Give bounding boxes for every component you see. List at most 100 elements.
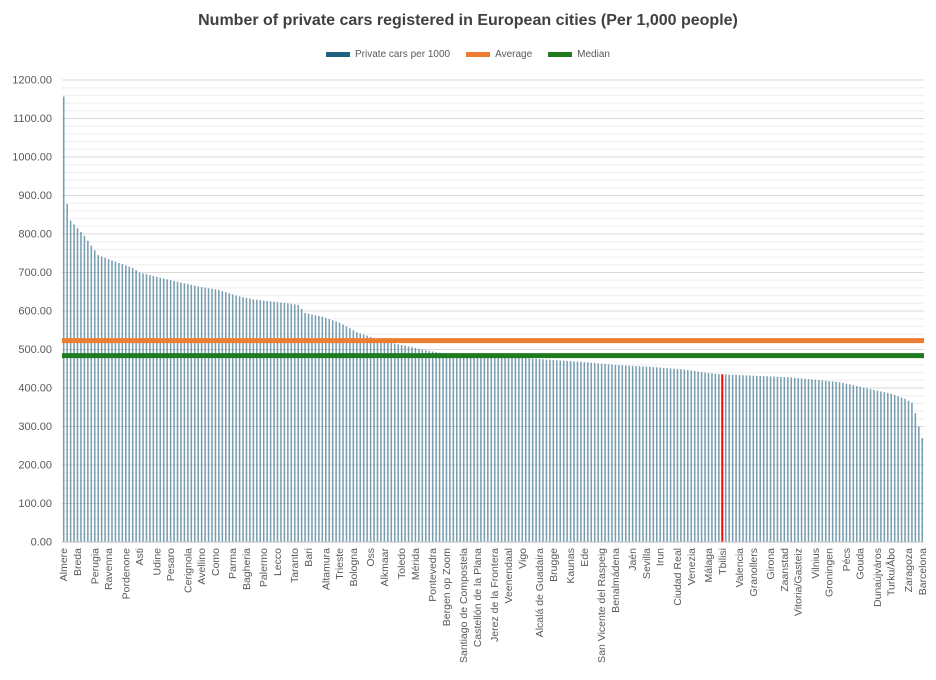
bar	[231, 294, 234, 542]
x-tick-label: Jerez de la Frontera	[489, 548, 501, 642]
x-tick-label: Alkmaar	[379, 548, 391, 587]
bar	[700, 371, 703, 542]
bar	[438, 352, 441, 542]
bar	[711, 373, 713, 542]
bar	[176, 281, 179, 542]
x-tick-label: Sevilla	[641, 548, 653, 579]
bar	[397, 344, 399, 542]
x-tick-label: Ciudad Real	[672, 548, 684, 606]
bar	[718, 374, 720, 542]
bar	[421, 349, 424, 542]
bar	[90, 245, 93, 543]
bar	[269, 301, 272, 542]
bar	[518, 357, 520, 542]
bars	[62, 96, 924, 543]
bar	[387, 341, 389, 542]
bar	[600, 363, 603, 542]
bar	[569, 361, 572, 542]
bar	[583, 362, 586, 542]
bar	[228, 293, 231, 542]
bar	[256, 299, 258, 542]
bar	[759, 375, 761, 542]
x-tick-label: Pesaro	[165, 548, 177, 581]
x-tick-label: Asti	[134, 548, 146, 566]
bar	[280, 302, 282, 542]
x-tick-label: Bari	[303, 548, 315, 567]
bar	[411, 347, 413, 542]
bar	[842, 382, 844, 542]
bar	[531, 358, 534, 542]
bar	[469, 355, 472, 542]
bar	[390, 342, 393, 542]
bar	[414, 347, 417, 542]
bar	[304, 312, 306, 542]
x-tick-label: Pontevedra	[427, 548, 439, 602]
bar	[480, 355, 482, 542]
y-tick-label: 200.00	[18, 460, 52, 472]
bar	[914, 413, 917, 542]
x-tick-label: Bagheria	[241, 548, 253, 590]
bar	[121, 264, 124, 542]
y-tick-label: 900.00	[18, 190, 52, 202]
bar	[752, 375, 755, 542]
bar	[162, 278, 165, 542]
bar	[156, 276, 158, 542]
bar	[214, 289, 217, 542]
bar	[869, 389, 872, 542]
bar	[804, 378, 806, 542]
bar	[524, 358, 527, 542]
bar	[376, 338, 379, 542]
y-tick-label: 400.00	[18, 383, 52, 395]
x-tick-label: Kaunas	[565, 548, 577, 584]
bar	[335, 321, 337, 542]
bar	[149, 275, 151, 542]
x-tick-label: Málaga	[703, 548, 715, 583]
bar	[152, 275, 155, 542]
x-tick-label: Mérida	[410, 548, 422, 580]
x-tick-label: Toledo	[396, 548, 408, 579]
x-tick-label: Pordenone	[120, 548, 132, 600]
x-tick-label: Altamura	[320, 548, 332, 590]
bar	[542, 359, 544, 542]
bar	[918, 426, 920, 542]
bar	[107, 259, 110, 542]
bar	[283, 302, 286, 542]
bar	[80, 232, 82, 542]
x-tick-label: Pécs	[841, 548, 853, 571]
bar	[459, 354, 462, 542]
bar	[324, 317, 327, 542]
bar	[483, 355, 486, 542]
bar	[218, 289, 220, 542]
bar	[249, 298, 251, 542]
bar	[259, 300, 262, 542]
bar	[104, 257, 106, 542]
legend-item-series: Private cars per 1000	[326, 49, 450, 60]
bar	[204, 287, 206, 542]
x-tick-label: Zaragoza	[903, 548, 915, 593]
bar	[111, 260, 113, 542]
bar	[880, 391, 882, 542]
bar	[687, 370, 689, 542]
bar	[624, 365, 627, 542]
legend-item-average: Average	[466, 49, 532, 60]
bar	[818, 379, 820, 542]
bar	[138, 272, 141, 542]
x-tick-label: Bergen op Zoom	[441, 548, 453, 626]
y-tick-label: 1100.00	[13, 113, 52, 125]
bar	[907, 400, 910, 542]
bar	[676, 368, 679, 542]
bar	[159, 277, 162, 542]
bar	[466, 354, 468, 542]
bar	[373, 337, 375, 542]
chart-title: Number of private cars registered in Eur…	[198, 12, 738, 29]
x-tick-label: Gouda	[855, 548, 867, 580]
bar	[797, 378, 799, 542]
x-tick-label: Valencia	[734, 548, 746, 588]
bar	[652, 367, 655, 542]
x-tick-label: Brugge	[548, 548, 560, 582]
bar	[549, 359, 551, 542]
bar	[538, 359, 541, 542]
bar	[187, 284, 189, 542]
bar	[449, 353, 451, 542]
